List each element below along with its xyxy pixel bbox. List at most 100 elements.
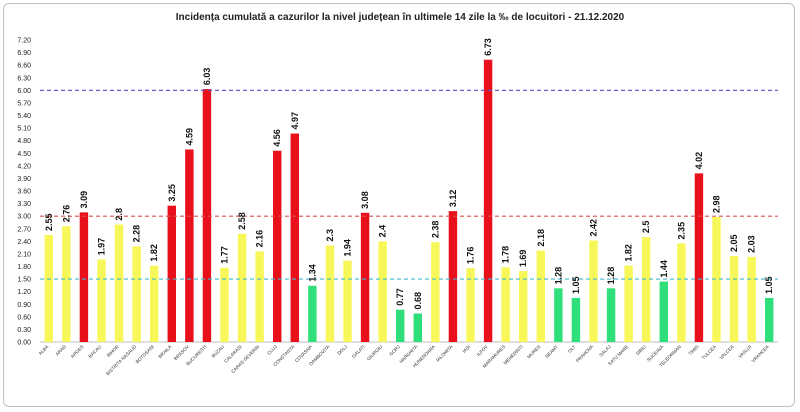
data-label: 2.35: [676, 222, 686, 240]
data-label: 1.94: [343, 239, 353, 257]
data-label: 1.82: [624, 244, 634, 262]
data-label: 2.05: [729, 234, 739, 252]
x-tick-label: OLT: [567, 344, 577, 354]
x-tick-label: ARGES: [70, 344, 85, 359]
bar-bihor: [114, 224, 124, 342]
data-label: 2.28: [132, 225, 142, 243]
bar-satu-mare: [624, 265, 633, 342]
data-label: 1.34: [307, 264, 317, 282]
data-label: 0.77: [395, 288, 405, 306]
y-tick-label: 6.00: [17, 88, 31, 95]
x-tick-label: GIURGIU: [366, 344, 383, 361]
y-tick-label: 1.80: [17, 264, 31, 271]
x-tick-label: IASI: [462, 344, 472, 354]
x-tick-label: CLUJ: [266, 344, 278, 356]
y-tick-label: 4.50: [17, 151, 31, 158]
bar-galati: [360, 212, 370, 342]
chart-title: Incidența cumulată a cazurilor la nivel …: [175, 12, 625, 23]
x-tick-label: NEAMT: [544, 344, 559, 359]
bar-hunedoara: [431, 242, 440, 342]
y-tick-label: 3.90: [17, 176, 31, 183]
x-tick-label: MURES: [526, 344, 541, 359]
y-tick-label: 1.20: [17, 289, 31, 296]
data-label: 3.09: [79, 191, 89, 209]
bar-bacau: [97, 259, 106, 342]
x-tick-label: ARAD: [55, 344, 68, 357]
x-tick-label: BIHOR: [106, 344, 120, 358]
x-tick-label: VRANCEA: [751, 344, 771, 364]
data-label: 1.69: [518, 250, 528, 268]
y-tick-label: 3.00: [17, 214, 31, 221]
bar-neamt: [554, 288, 563, 342]
bar-vaslui: [747, 256, 756, 342]
bar-caras-severin: [255, 251, 264, 342]
data-label: 2.8: [114, 208, 124, 221]
data-label: 2.4: [378, 225, 388, 238]
y-tick-label: 4.20: [17, 163, 31, 170]
bar-timis: [694, 173, 704, 342]
bar-sibiu: [641, 237, 651, 342]
bar-valcea: [729, 256, 739, 342]
data-label: 2.98: [712, 195, 722, 213]
bar-harghita: [413, 313, 423, 342]
y-tick-label: 2.70: [17, 226, 31, 233]
bar-covasna: [308, 285, 317, 342]
bar-bucuresti: [202, 89, 212, 342]
bar-calarasi: [237, 233, 247, 342]
bar-constanta: [290, 133, 300, 342]
bar-olt: [571, 297, 581, 342]
bar-alba: [44, 235, 54, 342]
data-label: 6.73: [483, 38, 493, 56]
bar-dolj: [343, 260, 352, 342]
x-tick-label: IALOMITA: [435, 344, 454, 363]
bar-maramures: [501, 267, 510, 342]
data-label: 4.59: [184, 128, 194, 146]
x-tick-label: BACAU: [87, 344, 102, 359]
x-tick-label: BUZAU: [211, 344, 226, 359]
y-tick-label: 3.30: [17, 201, 31, 208]
data-label: 3.12: [448, 190, 458, 208]
y-tick-label: 5.70: [17, 100, 31, 107]
bar-prahova: [589, 240, 598, 342]
data-label: 4.56: [272, 129, 282, 147]
bar-ialomita: [448, 211, 458, 342]
data-label: 1.28: [553, 267, 563, 285]
y-tick-label: 3.60: [17, 189, 31, 196]
y-tick-label: 2.10: [17, 251, 31, 258]
data-label: 0.68: [413, 292, 423, 310]
data-label: 2.42: [589, 219, 599, 237]
y-tick-label: 0.30: [17, 327, 31, 334]
bar-brasov: [185, 149, 194, 342]
x-tick-label: GORJ: [388, 344, 401, 357]
data-label: 1.77: [220, 246, 230, 264]
x-tick-label: SALAJ: [598, 344, 611, 357]
x-tick-label: SIBIU: [635, 344, 647, 356]
x-tick-label: VASLUI: [738, 344, 753, 359]
data-label: 2.18: [536, 229, 546, 247]
bar-mures: [536, 250, 546, 342]
data-label: 2.58: [237, 212, 247, 230]
data-label: 2.16: [255, 230, 265, 248]
x-tick-label: BRASOV: [173, 344, 191, 362]
data-label: 2.03: [747, 235, 757, 253]
x-tick-label: BRAILA: [157, 344, 173, 360]
bar-tulcea: [712, 217, 721, 342]
bar-bistrita-nasaud: [132, 246, 141, 342]
bar-botosani: [149, 265, 159, 342]
bar-ilfov: [483, 59, 493, 342]
y-tick-label: 5.10: [17, 126, 31, 133]
bar-giurgiu: [378, 241, 387, 342]
data-label: 2.38: [430, 221, 440, 239]
x-tick-label: BOTOSANI: [135, 344, 155, 364]
bar-arges: [79, 212, 89, 342]
data-label: 1.28: [606, 267, 616, 285]
data-label: 1.97: [97, 238, 107, 256]
y-tick-label: 6.30: [17, 75, 31, 82]
data-label: 1.78: [501, 246, 511, 264]
y-tick-label: 6.90: [17, 50, 31, 57]
data-label: 2.5: [641, 221, 651, 234]
x-tick-label: ALBA: [38, 344, 51, 357]
data-label: 2.3: [325, 229, 335, 242]
x-tick-label: BISTRITA NASAUD: [105, 344, 138, 377]
bar-arad: [62, 226, 71, 342]
